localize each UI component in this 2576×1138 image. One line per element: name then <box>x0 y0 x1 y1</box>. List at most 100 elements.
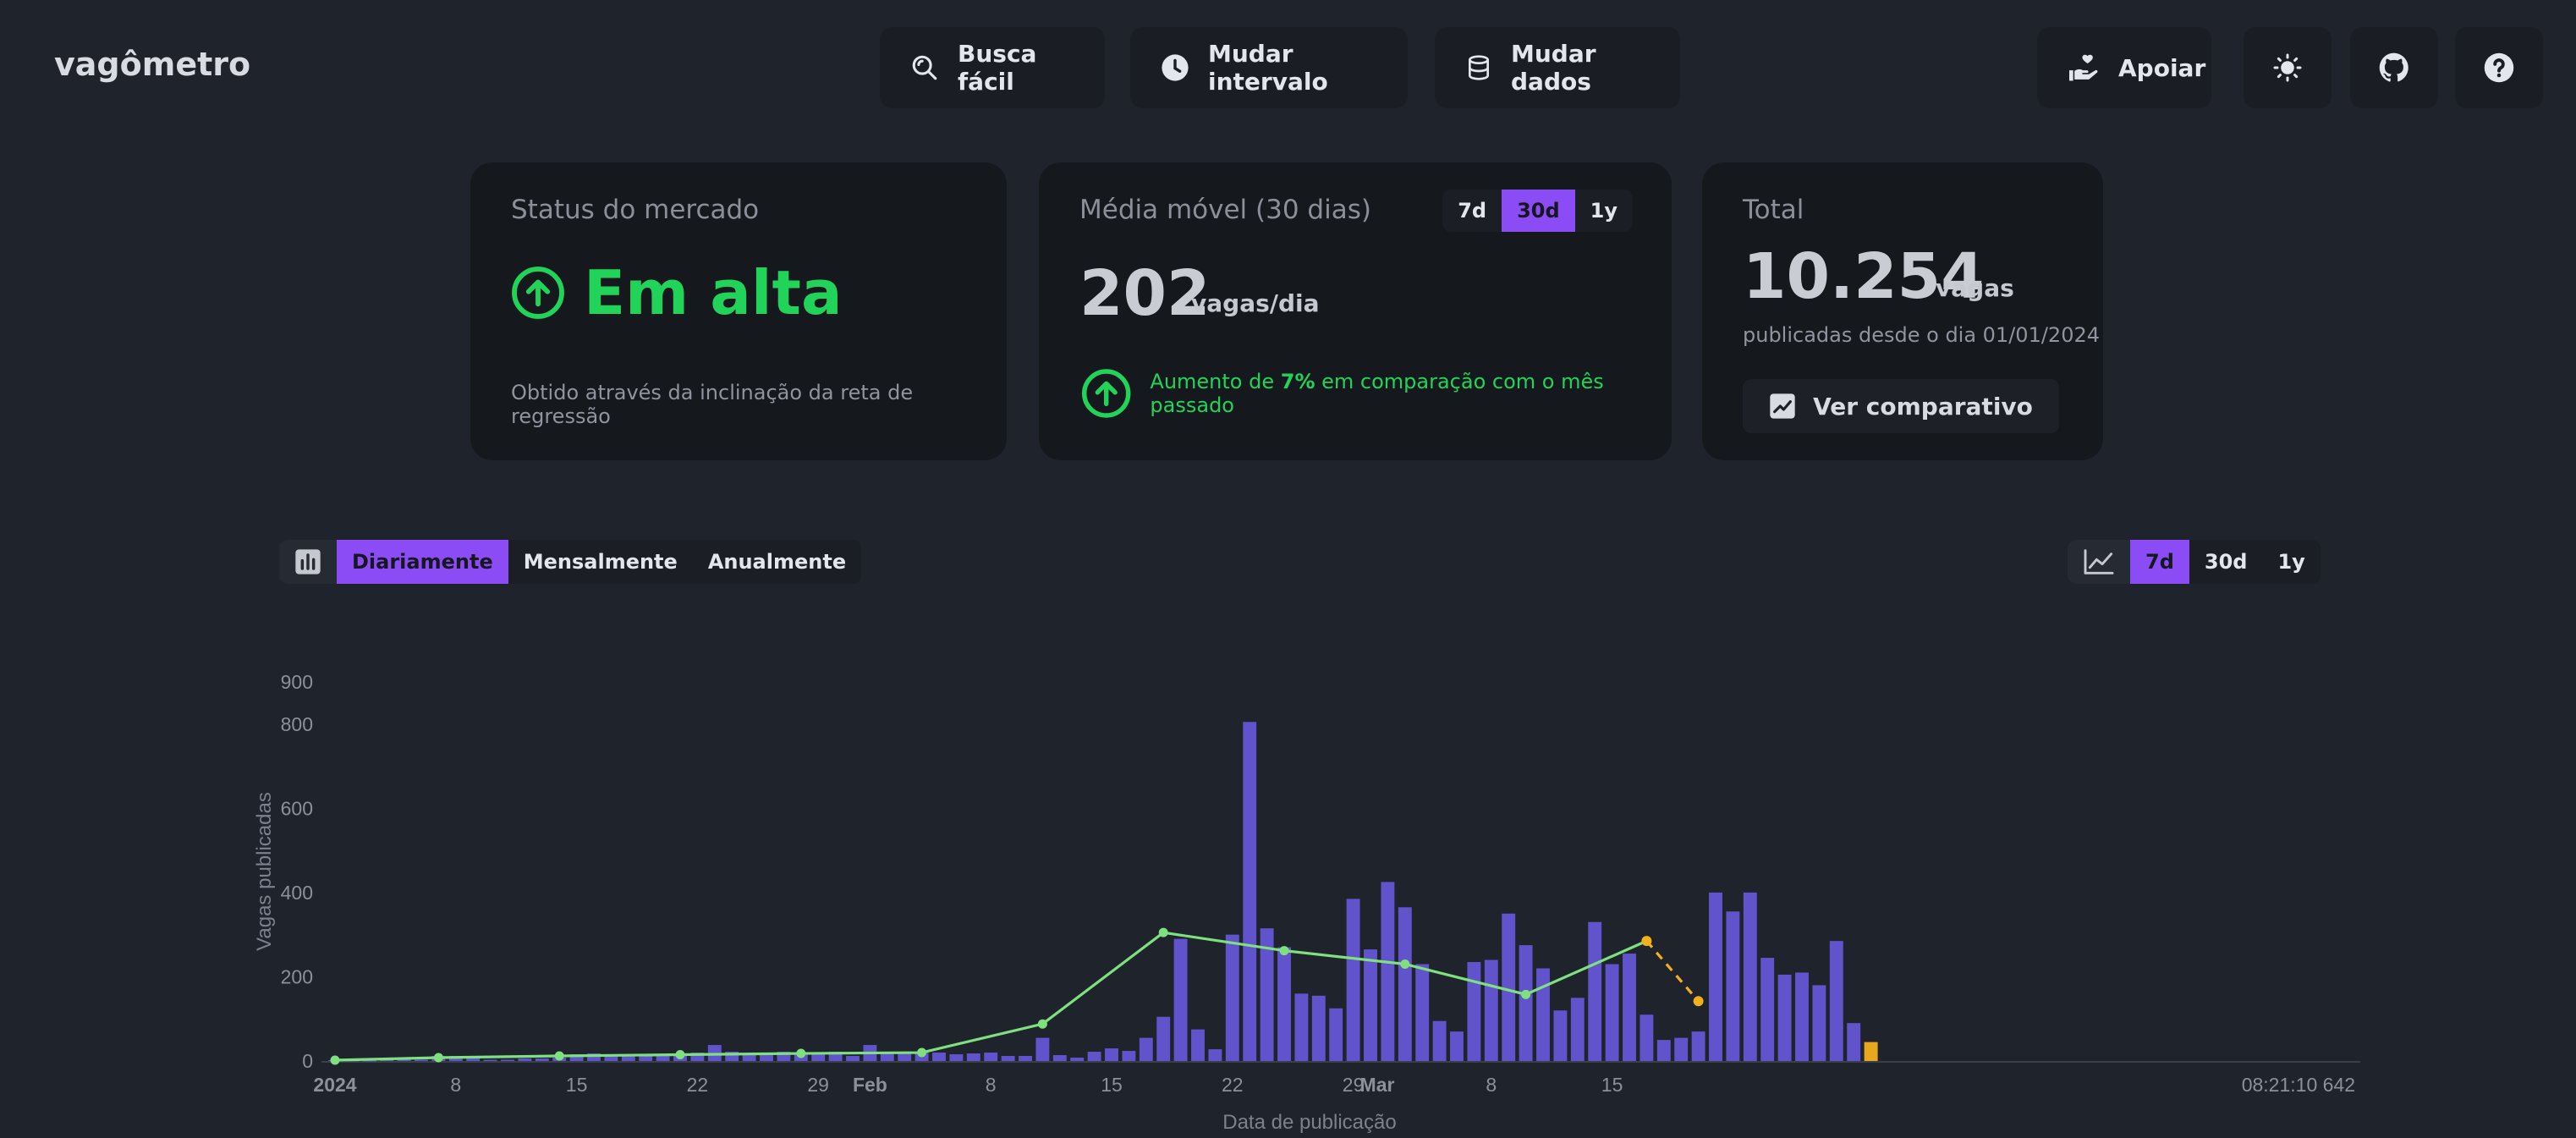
trend-point <box>917 1047 927 1058</box>
bar <box>1173 938 1188 1061</box>
help-button[interactable] <box>2455 27 2543 108</box>
trend-point <box>796 1048 806 1058</box>
bar <box>621 1056 635 1061</box>
github-button[interactable] <box>2350 27 2438 108</box>
bar <box>1623 954 1636 1061</box>
total-subtitle: publicadas desde o dia 01/01/2024 <box>1743 323 2101 347</box>
x-tick-label: 22 <box>687 1074 709 1096</box>
compare-button[interactable]: Ver comparativo <box>1743 379 2059 433</box>
change-interval-button[interactable]: Mudar intervalo <box>1130 27 1408 108</box>
bar <box>828 1052 843 1061</box>
bar <box>415 1059 428 1061</box>
support-label: Apoiar <box>2118 53 2206 82</box>
trend-point <box>1158 927 1168 937</box>
x-tick-label: 2024 <box>313 1074 356 1096</box>
bar <box>1260 928 1274 1061</box>
range-7d-button[interactable]: 7d <box>1458 199 1487 223</box>
bar <box>1294 993 1309 1061</box>
x-tick-label: Feb <box>853 1074 887 1096</box>
bar <box>397 1059 411 1061</box>
trend-point <box>1037 1019 1047 1029</box>
bar <box>1777 974 1792 1061</box>
x-tick-label: 29 <box>1343 1074 1365 1096</box>
bar <box>535 1058 549 1061</box>
trend-point <box>1400 959 1410 970</box>
bar <box>949 1054 964 1061</box>
x-tick-label: 15 <box>1601 1074 1623 1096</box>
x-tick-label: 8 <box>986 1074 997 1096</box>
bar <box>1001 1056 1015 1061</box>
bar <box>1415 964 1430 1061</box>
trend-chart-icon <box>1770 393 1795 419</box>
daily-tab[interactable]: Diariamente <box>337 540 508 584</box>
donate-hand-icon <box>2069 54 2098 81</box>
trend-range-30d[interactable]: 30d <box>2204 550 2248 574</box>
bar <box>1225 934 1239 1061</box>
change-data-button[interactable]: Mudar dados <box>1435 27 1680 108</box>
yearly-tab[interactable]: Anualmente <box>707 550 847 574</box>
bar <box>1640 1014 1654 1061</box>
x-tick-label: 8 <box>450 1074 461 1096</box>
bar <box>1191 1029 1205 1061</box>
bar <box>1864 1042 1878 1061</box>
trend-range-selector: 7d 30d 1y <box>2068 540 2321 584</box>
granularity-selector: Diariamente Mensalmente Anualmente <box>279 540 862 584</box>
bar <box>1674 1037 1689 1061</box>
forecast-line <box>1645 940 1700 1003</box>
bar-chart-icon <box>295 549 321 574</box>
bar <box>898 1053 912 1061</box>
bar <box>1656 1040 1671 1061</box>
bar <box>1432 1020 1447 1061</box>
x-tick-label: 08:21:10 642 <box>2242 1074 2355 1096</box>
line-chart-toggle[interactable] <box>2068 540 2130 584</box>
bar <box>1709 892 1722 1061</box>
arrow-up-circle-icon <box>1081 369 1131 418</box>
y-axis-title: Vagas publicadas <box>253 792 276 951</box>
trend-point <box>1521 989 1531 999</box>
app-logo[interactable]: vagômetro <box>54 46 251 83</box>
bar <box>501 1059 514 1061</box>
bar <box>1726 911 1740 1061</box>
total-title: Total <box>1743 195 1804 225</box>
bar <box>1760 958 1775 1061</box>
sun-icon <box>2273 53 2302 82</box>
trend-point <box>433 1053 443 1063</box>
trend-range-7d[interactable]: 7d <box>2130 540 2189 584</box>
y-tick-label: 400 <box>281 882 313 904</box>
x-tick-label: Mar <box>1360 1074 1395 1096</box>
bar <box>1467 962 1481 1061</box>
range-1y-button[interactable]: 1y <box>1590 199 1618 223</box>
bar <box>984 1053 998 1061</box>
database-icon <box>1469 55 1489 80</box>
x-tick-label: 15 <box>1101 1074 1123 1096</box>
search-button-label: Busca fácil <box>958 40 1037 96</box>
bar <box>777 1052 791 1061</box>
clock-icon <box>1162 54 1189 81</box>
search-button[interactable]: Busca fácil <box>880 27 1105 108</box>
moving-average-unit: vagas/dia <box>1191 289 1320 317</box>
bar <box>1087 1052 1101 1061</box>
forecast-point <box>1693 996 1704 1007</box>
range-30d-button[interactable]: 30d <box>1502 190 1575 232</box>
bar <box>569 1054 584 1061</box>
theme-toggle-button[interactable] <box>2244 27 2332 108</box>
bar <box>1156 1016 1171 1061</box>
bar <box>1208 1049 1222 1061</box>
monthly-tab[interactable]: Mensalmente <box>523 550 678 574</box>
support-button[interactable]: Apoiar <box>2037 27 2211 108</box>
bar-chart-toggle[interactable] <box>279 540 337 584</box>
arrow-up-circle-icon <box>512 267 564 319</box>
trend-range-1y[interactable]: 1y <box>2277 550 2305 574</box>
change-data-label: Mudar dados <box>1511 40 1596 96</box>
bar <box>362 1060 376 1062</box>
forecast-point <box>1641 936 1652 947</box>
bar <box>1484 959 1498 1061</box>
bar <box>604 1056 618 1061</box>
bar <box>1019 1056 1032 1061</box>
bar <box>1243 722 1257 1061</box>
total-card: Total 10.254 vagas publicadas desde o di… <box>1702 162 2103 460</box>
x-tick-label: 29 <box>807 1074 829 1096</box>
bar <box>1536 968 1550 1061</box>
bar <box>1691 1031 1705 1061</box>
bar <box>690 1053 705 1061</box>
